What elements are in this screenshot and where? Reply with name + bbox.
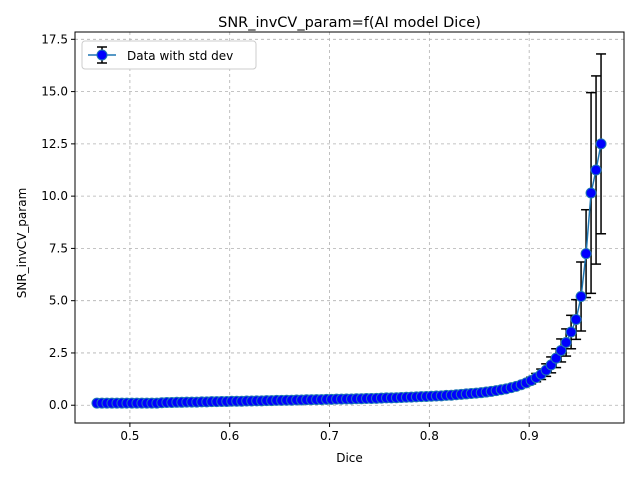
y-tick-label: 12.5 xyxy=(41,137,68,151)
data-point xyxy=(550,352,562,364)
plot-area-frame xyxy=(74,31,625,424)
x-axis-ticks: 0.5 0.6 0.7 0.8 0.9 xyxy=(120,423,539,443)
chart-title: SNR_invCV_param=f(AI model Dice) xyxy=(218,15,481,31)
data-point xyxy=(560,337,572,348)
legend-marker-icon xyxy=(88,46,116,64)
x-tick-label: 0.7 xyxy=(320,429,339,443)
y-tick-label: 15.0 xyxy=(41,85,68,99)
x-tick-label: 0.8 xyxy=(420,429,439,443)
data-point xyxy=(590,164,602,176)
y-axis-ticks: 0.0 2.5 5.0 7.5 10.0 12.5 15.0 17.5 xyxy=(41,32,75,412)
legend-box xyxy=(81,40,257,70)
data-point xyxy=(580,248,592,260)
data-point xyxy=(570,314,582,325)
data-point xyxy=(555,344,567,356)
x-tick-label: 0.6 xyxy=(220,429,239,443)
grid-lines xyxy=(75,32,624,423)
x-tick-label: 0.5 xyxy=(120,429,139,443)
data-point xyxy=(565,326,577,338)
legend: Data with std dev xyxy=(81,40,257,70)
x-tick-label: 0.9 xyxy=(520,429,539,443)
data-point xyxy=(575,291,587,302)
y-tick-label: 10.0 xyxy=(41,189,68,203)
data-point xyxy=(595,138,607,150)
x-axis-label: Dice xyxy=(336,451,363,465)
y-tick-label: 7.5 xyxy=(49,241,68,255)
data-series xyxy=(91,138,607,409)
legend-marker xyxy=(96,49,108,61)
y-tick-label: 0.0 xyxy=(49,398,68,412)
data-point xyxy=(585,187,597,199)
y-axis-label: SNR_invCV_param xyxy=(15,188,29,299)
legend-label: Data with std dev xyxy=(127,49,233,63)
y-tick-label: 5.0 xyxy=(49,294,68,308)
y-tick-label: 2.5 xyxy=(49,346,68,360)
y-tick-label: 17.5 xyxy=(41,32,68,46)
